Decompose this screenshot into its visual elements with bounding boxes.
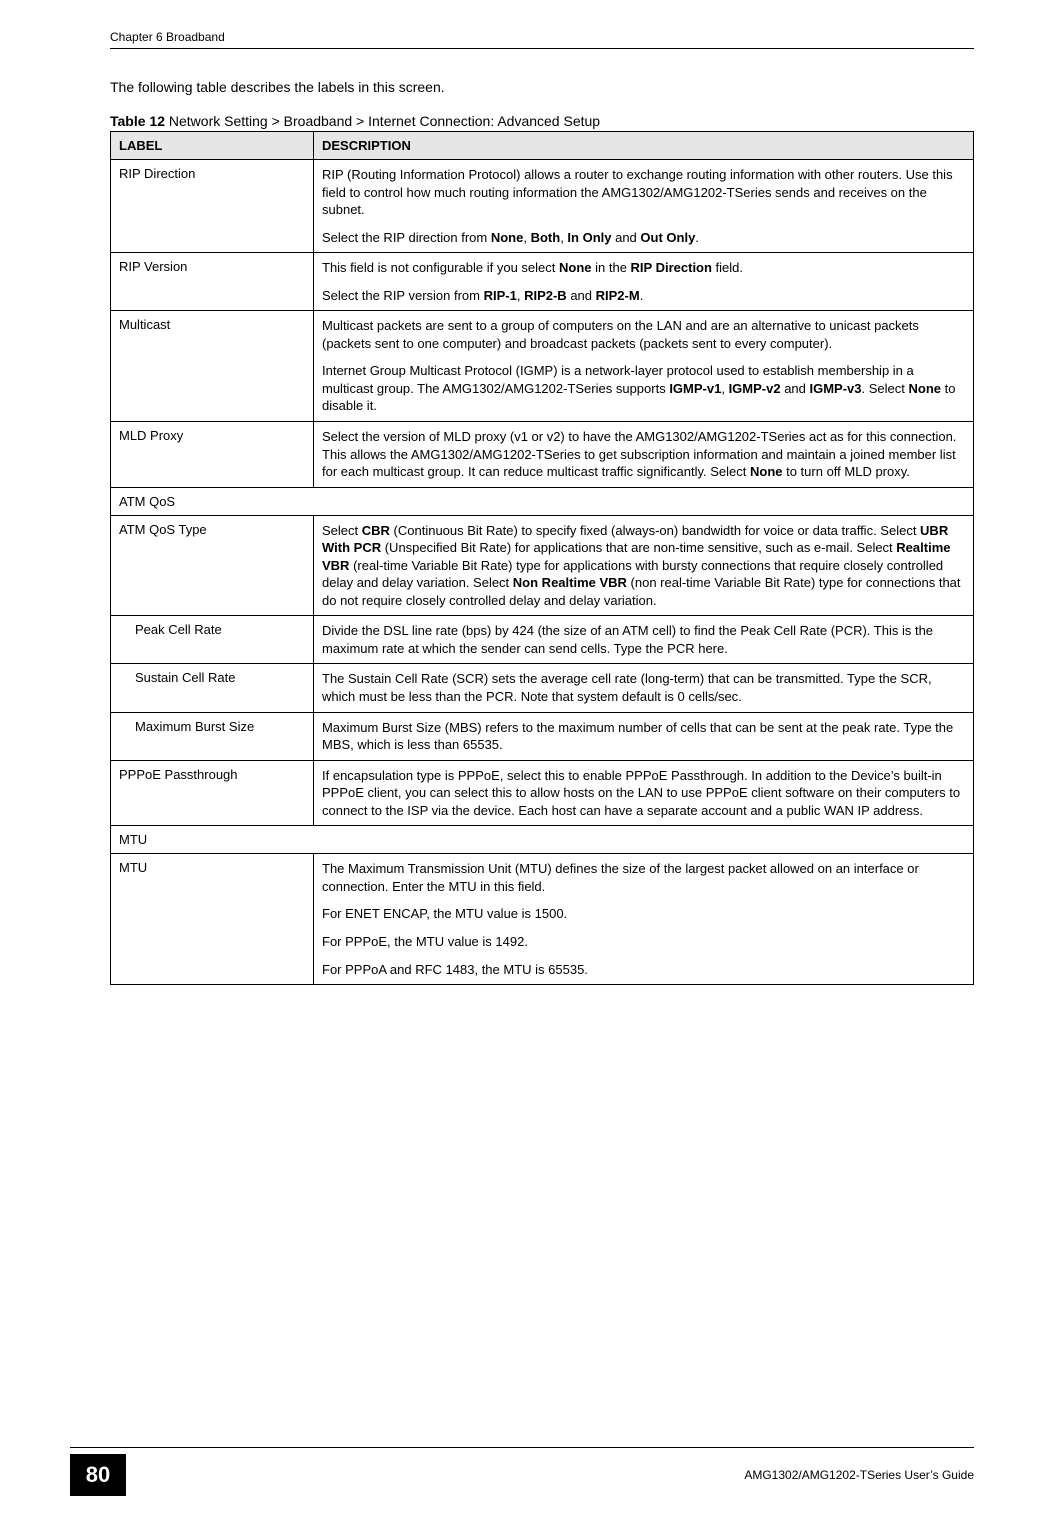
desc-rip-version: This field is not configurable if you se… [314,253,974,311]
label-max-burst-size: Maximum Burst Size [111,712,314,760]
footer-row: 80 AMG1302/AMG1202-TSeries User’s Guide [70,1454,974,1496]
label-atm-qos: ATM QoS [111,487,974,515]
row-mtu: MTU The Maximum Transmission Unit (MTU) … [111,854,974,985]
intro-text: The following table describes the labels… [110,79,974,95]
col-label: LABEL [111,132,314,160]
rip-ver-p2: Select the RIP version from RIP-1, RIP2-… [322,287,965,305]
pppoe-p1: If encapsulation type is PPPoE, select t… [322,767,965,820]
row-peak-cell-rate: Peak Cell Rate Divide the DSL line rate … [111,616,974,664]
desc-rip-direction: RIP (Routing Information Protocol) allow… [314,160,974,253]
rip-dir-p1: RIP (Routing Information Protocol) allow… [322,166,965,219]
label-sustain-cell-rate: Sustain Cell Rate [111,664,314,712]
row-mld-proxy: MLD Proxy Select the version of MLD prox… [111,422,974,488]
mbs-p1: Maximum Burst Size (MBS) refers to the m… [322,719,965,754]
row-pppoe-passthrough: PPPoE Passthrough If encapsulation type … [111,760,974,826]
page-footer: 80 AMG1302/AMG1202-TSeries User’s Guide [0,1447,1064,1496]
mtu-p3: For PPPoE, the MTU value is 1492. [322,933,965,951]
page-number: 80 [70,1454,126,1496]
row-multicast: Multicast Multicast packets are sent to … [111,311,974,422]
rip-dir-p2: Select the RIP direction from None, Both… [322,229,965,247]
desc-atm-qos-type: Select CBR (Continuous Bit Rate) to spec… [314,515,974,616]
row-sustain-cell-rate: Sustain Cell Rate The Sustain Cell Rate … [111,664,974,712]
table-number: Table 12 [110,113,165,129]
desc-peak-cell-rate: Divide the DSL line rate (bps) by 424 (t… [314,616,974,664]
settings-table: LABEL DESCRIPTION RIP Direction RIP (Rou… [110,131,974,985]
scr-p1: The Sustain Cell Rate (SCR) sets the ave… [322,670,965,705]
header-rule [110,48,974,49]
desc-multicast: Multicast packets are sent to a group of… [314,311,974,422]
desc-mld-proxy: Select the version of MLD proxy (v1 or v… [314,422,974,488]
footer-guide-text: AMG1302/AMG1202-TSeries User’s Guide [744,1468,974,1482]
label-multicast: Multicast [111,311,314,422]
label-rip-version: RIP Version [111,253,314,311]
desc-max-burst-size: Maximum Burst Size (MBS) refers to the m… [314,712,974,760]
desc-pppoe-passthrough: If encapsulation type is PPPoE, select t… [314,760,974,826]
row-rip-version: RIP Version This field is not configurab… [111,253,974,311]
label-peak-cell-rate: Peak Cell Rate [111,616,314,664]
label-pppoe-passthrough: PPPoE Passthrough [111,760,314,826]
table-caption: Table 12 Network Setting > Broadband > I… [110,113,974,129]
pcr-p1: Divide the DSL line rate (bps) by 424 (t… [322,622,965,657]
row-rip-direction: RIP Direction RIP (Routing Information P… [111,160,974,253]
rip-ver-p1: This field is not configurable if you se… [322,259,965,277]
mld-p1: Select the version of MLD proxy (v1 or v… [322,428,965,481]
row-atm-qos-type: ATM QoS Type Select CBR (Continuous Bit … [111,515,974,616]
label-mtu-section: MTU [111,826,974,854]
table-header-row: LABEL DESCRIPTION [111,132,974,160]
mtu-p4: For PPPoA and RFC 1483, the MTU is 65535… [322,961,965,979]
row-atm-qos-section: ATM QoS [111,487,974,515]
label-rip-direction: RIP Direction [111,160,314,253]
row-mtu-section: MTU [111,826,974,854]
desc-sustain-cell-rate: The Sustain Cell Rate (SCR) sets the ave… [314,664,974,712]
row-max-burst-size: Maximum Burst Size Maximum Burst Size (M… [111,712,974,760]
label-atm-qos-type: ATM QoS Type [111,515,314,616]
page: Chapter 6 Broadband The following table … [0,0,1064,1524]
atmqos-p1: Select CBR (Continuous Bit Rate) to spec… [322,522,965,610]
multicast-p2: Internet Group Multicast Protocol (IGMP)… [322,362,965,415]
label-mtu: MTU [111,854,314,985]
footer-rule [70,1447,974,1448]
mtu-p1: The Maximum Transmission Unit (MTU) defi… [322,860,965,895]
table-title: Network Setting > Broadband > Internet C… [165,113,600,129]
desc-mtu: The Maximum Transmission Unit (MTU) defi… [314,854,974,985]
running-header: Chapter 6 Broadband [110,30,974,44]
multicast-p1: Multicast packets are sent to a group of… [322,317,965,352]
col-description: DESCRIPTION [314,132,974,160]
label-mld-proxy: MLD Proxy [111,422,314,488]
mtu-p2: For ENET ENCAP, the MTU value is 1500. [322,905,965,923]
